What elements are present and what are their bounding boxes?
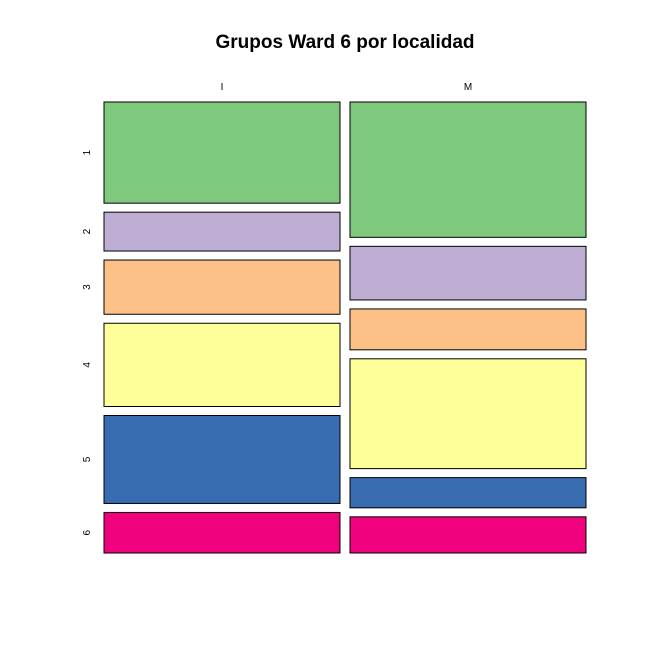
tile-i-6 — [103, 511, 341, 554]
row-label-6: 6 — [82, 530, 93, 536]
row-label-4: 4 — [82, 362, 93, 368]
tile-m-2 — [349, 245, 587, 301]
chart-title: Grupos Ward 6 por localidad — [216, 32, 475, 53]
tile-i-4 — [103, 322, 341, 407]
row-labels: 1 2 3 4 5 6 — [82, 149, 93, 535]
tile-i-1 — [103, 101, 341, 204]
tile-i-3 — [103, 259, 341, 315]
row-label-5: 5 — [82, 456, 93, 462]
mosaic-tiles — [103, 101, 587, 554]
tile-i-5 — [103, 414, 341, 504]
row-label-2: 2 — [82, 228, 93, 234]
row-label-3: 3 — [82, 284, 93, 290]
tile-m-6 — [349, 516, 587, 554]
column-label-m: M — [464, 82, 472, 93]
tile-m-4 — [349, 358, 587, 470]
tile-m-1 — [349, 101, 587, 238]
tile-m-3 — [349, 308, 587, 351]
tile-m-5 — [349, 477, 587, 509]
column-label-i: I — [221, 82, 224, 93]
row-label-1: 1 — [82, 149, 93, 155]
tile-i-2 — [103, 211, 341, 252]
